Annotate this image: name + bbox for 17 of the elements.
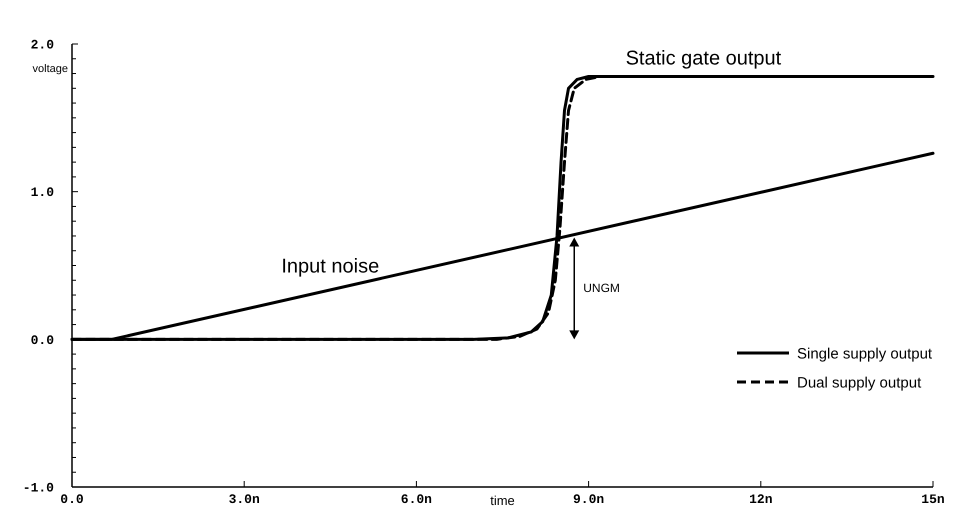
x-axis-title: time: [490, 493, 515, 508]
y-tick-label: 2.0: [30, 38, 54, 53]
x-tick-label: 9.0n: [572, 492, 604, 507]
x-tick-label: 15n: [921, 492, 945, 507]
y-tick-label: 0.0: [30, 332, 54, 348]
annotation: Input noise: [281, 255, 380, 278]
annotation: Static gate output: [626, 47, 782, 70]
y-tick-label: 1.0: [30, 185, 54, 200]
legend-label: Dual supply output: [797, 374, 922, 392]
x-tick-label: 3.0n: [228, 492, 260, 507]
annotation: UNGM: [583, 280, 620, 295]
x-tick-label: 0.0: [60, 492, 84, 507]
y-axis-title: voltage: [32, 63, 68, 75]
y-tick-label: -1.0: [22, 480, 54, 496]
legend-label: Single supply output: [797, 345, 933, 362]
x-tick-label: 12n: [749, 492, 773, 507]
x-tick-label: 6.0n: [400, 492, 432, 507]
